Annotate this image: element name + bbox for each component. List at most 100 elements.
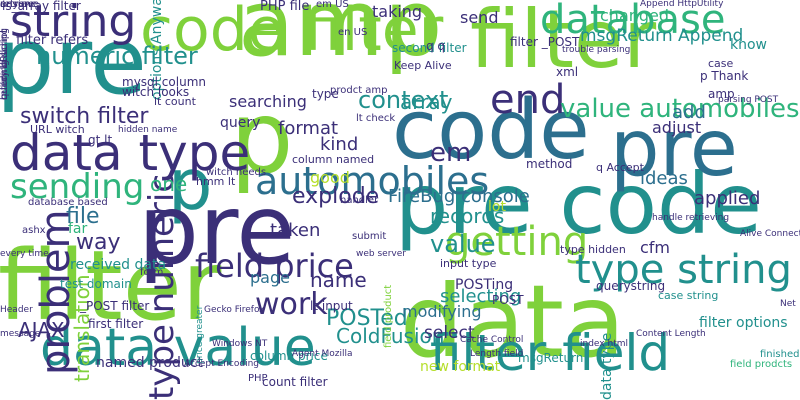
word-data-type: data type [10,124,251,182]
word-end: end [490,77,566,123]
word-posting: POSTing [455,277,514,293]
word-ensure: ensure [0,0,35,10]
word-automobiles: automobiles [255,159,490,203]
word-named-product: named product [96,355,203,371]
word-en-us: en US [338,27,368,38]
word-sending: sending [10,167,145,207]
word-taken: taken [270,220,321,241]
word-prodct-amp: prodct amp [330,85,388,96]
word-trouble-parsing: trouble parsing [562,45,631,55]
word-handle-retrieving: handle retrieving [652,213,730,223]
word-pre-code: pre code [395,155,762,253]
word-querystring: querystring [596,279,666,293]
word-lot: lot [488,199,506,215]
word-hmm-lt: hmm lt [196,175,236,188]
word-anyone: anyone [0,0,37,10]
word-posted: POSTed [326,306,408,331]
word-case-string: case string [658,289,719,302]
word-post: POST [492,293,524,307]
word-array: array [400,90,453,114]
word-coldfusion: ColdFusion [336,324,445,348]
word-new-format: new format [420,359,501,375]
word-numeric-filter: numeric filter [36,42,198,70]
word-agent-mozilla: Agent Mozilla [292,349,353,359]
word-cfm: cfm [640,238,671,257]
word-filter: filter [470,0,657,86]
word-gt-lt: gt lt [88,133,113,147]
word-net: Net [780,299,796,309]
word-taking: taking [372,2,423,21]
word-database-based: database based [28,197,108,208]
word-post-filter: _POST filter [80,299,150,313]
word-filter-post: filter _POST [510,35,580,49]
word-php-file: PHP file [260,0,310,14]
word-changed: changed [600,6,670,25]
word-em-us: em US [316,0,349,10]
word-keep-alive: Keep Alive [394,59,452,72]
word-page: page [250,268,290,287]
word-far: far [68,221,88,237]
word-message: message [0,329,41,339]
word-parsing-post: parsing POST [718,95,779,105]
word-modifying: modifying [402,302,482,321]
word-cache-control: Cache Control [460,335,524,345]
word-field-prodcts: field prodcts [730,359,793,370]
word-q-q: q q [426,39,446,53]
word-p: p [230,79,294,196]
word-method: method [526,157,573,171]
word-web-server: web server [356,249,406,259]
word-witch-needs: witch needs [206,167,267,178]
word-code: code [392,83,590,178]
word-value: value [430,230,496,258]
word-p: p [168,144,213,226]
word-received-data: received data [70,257,167,273]
word-php: PHP [248,373,268,384]
word-code-filter: code filter [140,0,444,65]
word-handler: handler [340,195,379,206]
word-type-hidden: type hidden [560,243,626,256]
word-filter-options: filter options [699,315,788,331]
word-index-html: index html [580,339,628,349]
word-work: work [255,287,328,322]
word-p-thank: p Thank [700,69,749,83]
word-context: context [358,86,449,114]
word-case: case [708,57,734,70]
word-data: data [400,263,626,380]
word-pre: pre [138,174,296,286]
word-filter-field: filter field [430,324,671,382]
word-input-type: input type [440,257,497,270]
word-lt-check: lt check [356,113,396,124]
word-first-filter: first filter [88,317,144,331]
word-pre: pre [610,104,738,194]
word-witch-looks: witch looks [122,85,190,99]
word-content-length: Content Length [636,329,706,339]
word-em: em [430,138,472,168]
word-data-value: data value [40,318,316,378]
word-msgreturn: msgReturn [518,351,584,365]
word-q-accept: q Accept [596,161,644,174]
word-records: records [430,204,505,228]
word-append-httputility: Append HttpUtility [640,0,724,9]
word-amp: amp [238,0,443,77]
word-firebug-console: FireBug console [388,186,530,207]
word-searching: searching [229,92,307,111]
word-windows-nt: Windows NT [212,339,268,349]
word-finished-yet: finished yet [760,349,800,360]
word-query: query [220,115,261,131]
word-msgreturn-append: msgReturn Append [580,26,744,46]
word-retrieve: retrieve [0,0,40,10]
word-field-product: field product [383,284,394,348]
word-column-price: column price [250,349,328,363]
word-length-field: Length field [470,349,524,359]
word-selecting: selecting [440,286,522,307]
word-adjust: adjust [652,118,702,137]
word-hidden-name: hidden name [118,125,178,135]
word-way: way [76,230,121,255]
word-type: type [312,87,339,101]
word-test-domain: test domain [60,277,132,291]
word-format: format [278,118,339,139]
word-lt-count: lt count [154,95,196,108]
word-file: file [66,204,100,229]
word-type-string: type string [575,247,792,293]
word-switch-filter: switch filter [20,104,149,129]
